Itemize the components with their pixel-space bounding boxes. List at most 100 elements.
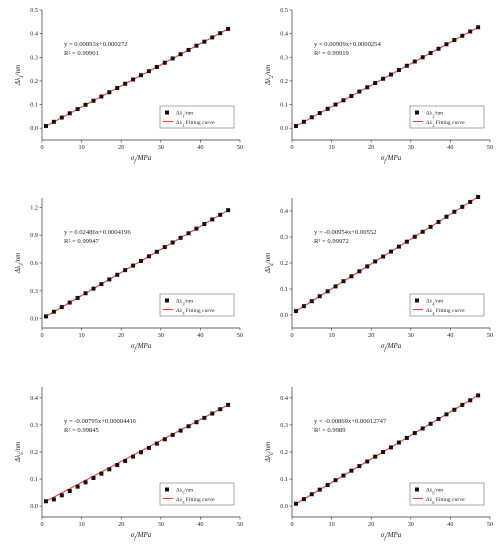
data-point: [349, 274, 354, 279]
data-point: [202, 222, 207, 226]
y-tick-label: 0.4: [280, 208, 288, 215]
y-tick-label: 0.2: [30, 78, 38, 85]
x-axis-title: σf/MPa: [381, 342, 402, 353]
legend-frame: [409, 293, 485, 317]
r-squared: R² = 0.99972: [314, 238, 349, 245]
y-tick-label: 0.2: [280, 260, 288, 267]
x-tick-label: 50: [487, 521, 493, 528]
data-point: [210, 411, 215, 416]
y-tick-label: 0.0: [30, 125, 38, 132]
data-point: [460, 33, 465, 38]
data-point: [293, 124, 298, 129]
data-point: [139, 450, 143, 455]
data-point: [476, 25, 481, 30]
y-tick-label: 0.3: [30, 288, 38, 295]
data-point: [317, 111, 322, 116]
data-point: [341, 473, 346, 478]
data-point: [389, 445, 393, 450]
x-tick-label: 30: [408, 144, 414, 151]
data-point: [139, 258, 143, 263]
data-point: [444, 412, 449, 417]
data-point: [154, 249, 159, 254]
y-tick-label: 0.4: [280, 395, 288, 402]
legend-label-points: Δλ5/nm: [176, 488, 194, 496]
data-point: [131, 454, 136, 459]
r-squared: R² = 0.99919: [314, 50, 350, 57]
y-tick-label: 0.0: [280, 125, 288, 132]
chart-panel-6: 0 10 20 30 40 50 0.0 0.1 0.2 0.3 0.4 σf/MPa Δλ6/nm y …: [264, 387, 493, 542]
data-point: [317, 487, 322, 492]
legend-label-points: Δλ1/nm: [176, 111, 194, 119]
x-tick-label: 40: [447, 332, 453, 339]
data-point: [107, 90, 112, 95]
data-point: [91, 286, 96, 291]
data-point: [43, 499, 48, 504]
y-tick-label: 0.1: [280, 286, 288, 293]
y-tick-label: 0.3: [280, 234, 288, 241]
data-point: [341, 279, 346, 284]
data-point: [83, 480, 88, 485]
legend-label-points: Δλ2/nm: [426, 111, 444, 119]
data-point: [154, 64, 159, 69]
x-tick-label: 10: [79, 332, 85, 339]
chart-panel-2: 0 10 20 30 40 50 0.0 0.1 0.2 0.3 0.4 0.5 σf/MPa Δλ2/n…: [264, 7, 493, 165]
data-point: [107, 467, 112, 472]
y-tick-label: 1.2: [30, 204, 38, 211]
x-axis-title: σf/MPa: [131, 531, 152, 542]
data-point: [83, 102, 88, 107]
legend-frame: [159, 293, 235, 317]
r-squared: R² = 0.99901: [64, 50, 99, 57]
x-tick-label: 50: [487, 144, 493, 151]
x-tick-label: 50: [237, 144, 243, 151]
y-axis-title: Δλ3/nm: [14, 253, 25, 274]
data-point: [365, 459, 370, 464]
data-point: [75, 484, 80, 489]
data-point: [178, 52, 183, 57]
x-tick-label: 40: [447, 144, 453, 151]
data-point: [341, 98, 346, 103]
x-axis-title: σf/MPa: [381, 531, 402, 542]
data-point: [420, 55, 425, 60]
data-point: [357, 269, 362, 274]
x-tick-label: 20: [118, 144, 124, 151]
x-axis-title: σf/MPa: [131, 342, 152, 353]
data-point: [468, 199, 473, 204]
data-point: [301, 304, 306, 309]
y-tick-label: 0.3: [30, 54, 38, 61]
y-tick-label: 0.1: [280, 102, 288, 109]
data-point: [186, 231, 191, 236]
data-point: [226, 26, 231, 31]
data-point: [333, 478, 338, 483]
data-point: [107, 277, 112, 282]
legend-marker-points: [415, 110, 419, 115]
y-tick-label: 0.0: [280, 312, 288, 319]
data-point: [162, 437, 167, 442]
chart-panel-1: 0 10 20 30 40 50 0.0 0.1 0.2 0.3 0.4 0.5 σf/MPa Δλ1/n…: [14, 7, 243, 165]
legend-label-fit: Δλ4 Fitting curve: [426, 308, 465, 316]
legend-label-points: Δλ4/nm: [426, 299, 444, 307]
data-point: [202, 39, 207, 44]
data-point: [170, 56, 175, 61]
data-point: [75, 107, 80, 112]
data-point: [115, 463, 120, 467]
legend-label-fit: Δλ6 Fitting curve: [426, 497, 465, 505]
data-point: [83, 291, 88, 296]
legend-label-points: Δλ6/nm: [426, 488, 444, 496]
x-tick-label: 50: [237, 332, 243, 339]
data-point: [460, 402, 465, 407]
x-tick-label: 30: [158, 521, 164, 528]
data-point: [389, 72, 393, 77]
data-point: [170, 432, 175, 437]
data-point: [154, 441, 159, 446]
y-tick-label: 0.0: [280, 503, 288, 510]
data-point: [333, 284, 338, 289]
chart-panel-4: 0 10 20 30 40 50 0.0 0.1 0.2 0.3 0.4 σf/MPa Δλ4/nm y …: [264, 194, 493, 353]
data-point: [51, 309, 56, 314]
data-point: [43, 124, 48, 129]
y-tick-label: 0.4: [30, 395, 38, 402]
data-point: [186, 424, 191, 429]
r-squared: R² = 0.9989: [314, 427, 346, 434]
